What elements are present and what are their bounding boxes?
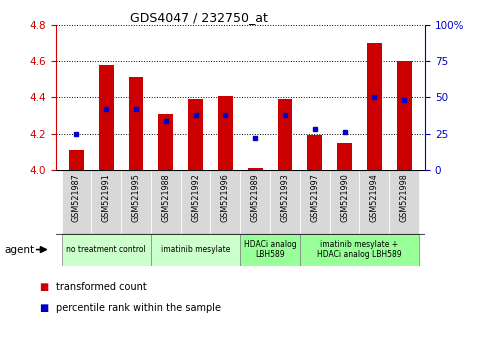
Bar (270, 170, 300, 234)
Bar (158, 114, 173, 170)
Bar (61, 170, 91, 234)
Bar (389, 170, 419, 234)
Bar (151, 170, 181, 234)
Text: agent: agent (5, 245, 35, 255)
Text: GSM521997: GSM521997 (310, 173, 319, 222)
Text: GSM521996: GSM521996 (221, 173, 230, 222)
Text: GSM521998: GSM521998 (399, 173, 409, 222)
Text: no treatment control: no treatment control (66, 245, 146, 254)
Text: GSM521992: GSM521992 (191, 173, 200, 222)
Bar (181, 170, 211, 234)
Bar (278, 99, 292, 170)
Text: imatinib mesylate: imatinib mesylate (161, 245, 230, 254)
Bar (128, 78, 143, 170)
Text: transformed count: transformed count (56, 282, 146, 292)
Bar (69, 150, 84, 170)
Text: imatinib mesylate +
HDACi analog LBH589: imatinib mesylate + HDACi analog LBH589 (317, 240, 402, 259)
Bar (151, 234, 241, 266)
Bar (211, 170, 241, 234)
Bar (218, 96, 233, 170)
Text: GSM521990: GSM521990 (340, 173, 349, 222)
Bar (300, 234, 419, 266)
Text: GSM521988: GSM521988 (161, 173, 170, 222)
Bar (61, 234, 151, 266)
Text: percentile rank within the sample: percentile rank within the sample (56, 303, 221, 313)
Text: GSM521989: GSM521989 (251, 173, 260, 222)
Bar (300, 170, 330, 234)
Text: ■: ■ (39, 303, 48, 313)
Bar (121, 170, 151, 234)
Text: ■: ■ (39, 282, 48, 292)
Bar (241, 170, 270, 234)
Bar (397, 61, 412, 170)
Text: GSM521994: GSM521994 (370, 173, 379, 222)
Bar (359, 170, 389, 234)
Bar (241, 234, 300, 266)
Bar (330, 170, 359, 234)
Bar (307, 136, 322, 170)
Bar (248, 168, 263, 170)
Text: GSM521995: GSM521995 (131, 173, 141, 222)
Bar (91, 170, 121, 234)
Text: GSM521991: GSM521991 (102, 173, 111, 222)
Text: GSM521987: GSM521987 (72, 173, 81, 222)
Bar (99, 65, 114, 170)
Text: GSM521993: GSM521993 (281, 173, 289, 222)
Bar (188, 99, 203, 170)
Bar (367, 43, 382, 170)
Bar (337, 143, 352, 170)
Text: GDS4047 / 232750_at: GDS4047 / 232750_at (130, 11, 268, 24)
Text: HDACi analog
LBH589: HDACi analog LBH589 (244, 240, 297, 259)
